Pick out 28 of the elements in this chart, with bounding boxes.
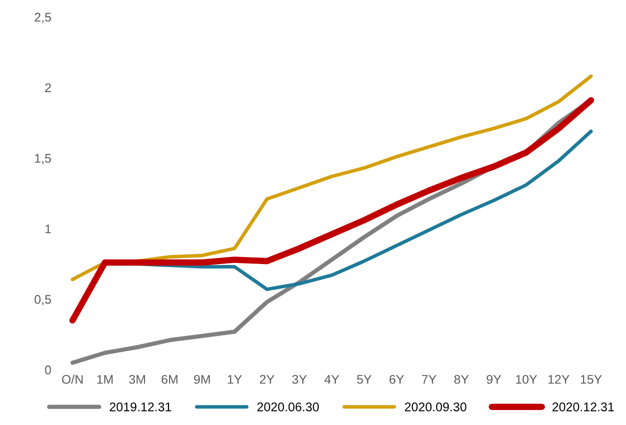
- legend-label: 2020.12.31: [552, 402, 614, 412]
- x-tick-label: 15Y: [580, 375, 602, 384]
- x-tick-label: 2Y: [260, 374, 274, 384]
- legend-label: 2019.12.31: [110, 402, 172, 412]
- x-tick-label: 9Y: [486, 374, 502, 384]
- x-tick-label: 1Y: [228, 375, 242, 384]
- legend-label: 2020.06.30: [257, 402, 319, 412]
- x-tick-label: 7Y: [422, 375, 436, 384]
- x-tick-label: 6M: [162, 374, 178, 384]
- y-tick-label: 1: [45, 224, 51, 234]
- x-tick-label: 1M: [97, 375, 113, 384]
- line-series: [70, 74, 593, 282]
- y-tick-label: 2: [45, 83, 51, 92]
- x-tick-label: 12Y: [548, 374, 570, 384]
- x-tick-label: O/N: [62, 374, 83, 384]
- y-tick-label: 0: [45, 366, 51, 374]
- x-tick-label: 5Y: [357, 375, 372, 384]
- legend-label: 2020.09.30: [404, 402, 466, 412]
- x-tick-label: 9M: [194, 374, 210, 384]
- x-tick-label: 3M: [129, 374, 146, 384]
- x-tick-label: 4Y: [324, 375, 340, 384]
- x-tick-label: 10Y: [516, 374, 538, 384]
- y-tick-label: 2,5: [34, 12, 51, 24]
- x-tick-label: 8Y: [454, 374, 469, 384]
- x-tick-label: 6Y: [390, 374, 404, 384]
- y-tick-label: 1,5: [35, 154, 51, 164]
- y-tick-label: 0,5: [34, 295, 51, 306]
- x-tick-label: 3Y: [292, 374, 307, 384]
